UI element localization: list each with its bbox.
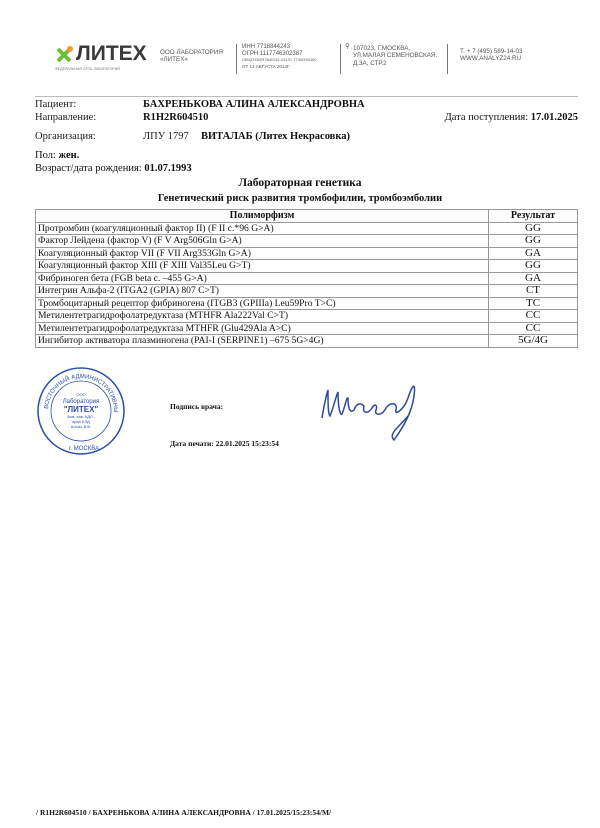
section-title: Лабораторная генетика: [238, 177, 362, 189]
organization-code: ЛПУ 1797: [143, 131, 189, 142]
column-header-result: Результат: [488, 209, 578, 223]
table-row: Ингибитор активатора плазминогена (PAI-I…: [35, 334, 578, 348]
address: 107023, Г.МОСКВА, УЛ.МАЛАЯ СЕМЕНОВСКАЯ, Д.…: [353, 45, 438, 67]
result-cell: TC: [488, 296, 578, 310]
print-date: Дата печати: 22.01.2025 15:23:54: [170, 439, 279, 448]
svg-text:Лаборатория: Лаборатория: [63, 399, 100, 405]
footer-reference: / R1H2R604510 / БАХРЕНЬКОВА АЛИНА АЛЕКСА…: [36, 808, 332, 817]
table-row: Фибриноген бета (FGB beta c. –455 G>A) GA: [35, 271, 578, 285]
results-table: Полиморфизм Результат Протромбин (коагул…: [35, 209, 578, 348]
polymorphism-cell: Метилентетрагидрофолатредуктаза MTHFR (G…: [35, 321, 489, 335]
polymorphism-cell: Фактор Лейдена (фактор V) (F V Arg506Gln…: [35, 234, 489, 248]
patient-label: Пациент:: [35, 99, 77, 110]
table-row: Фактор Лейдена (фактор V) (F V Arg506Gln…: [35, 234, 578, 248]
received-date: Дата поступления: 17.01.2025: [444, 112, 578, 123]
svg-text:Зам. зав. КДЛ -: Зам. зав. КДЛ -: [67, 414, 96, 419]
svg-text:ООО: ООО: [76, 392, 85, 397]
table-header-row: Полиморфизм Результат: [35, 209, 578, 223]
organization-name: ВИТАЛАБ (Литех Некрасовка): [201, 131, 350, 142]
referral-label: Направление:: [35, 112, 97, 123]
result-cell: GA: [488, 246, 578, 260]
table-row: Коагуляционный фактор VII (F VII Arg353G…: [35, 246, 578, 260]
polymorphism-cell: Метилентетрагидрофолатредуктаза (MTHFR A…: [35, 309, 489, 323]
svg-text:Штоко В.В.: Штоко В.В.: [71, 424, 91, 429]
contacts: Т. + 7 (495) 589-14-03 WWW.ANALYZ24.RU: [460, 48, 523, 63]
svg-text:г. МОСКВА: г. МОСКВА: [69, 446, 99, 452]
referral-number: R1H2R604510: [143, 112, 209, 123]
result-cell: GG: [488, 259, 578, 273]
divider: [35, 96, 578, 97]
svg-text:врач КЛД: врач КЛД: [72, 419, 90, 424]
date-of-birth: Возраст/дата рождения: 01.07.1993: [35, 163, 192, 174]
signature-label: Подпись врача:: [170, 402, 224, 411]
polymorphism-cell: Тромбоцитарный рецептор фибриногена (ITG…: [35, 296, 489, 310]
column-header-polymorphism: Полиморфизм: [35, 209, 489, 223]
polymorphism-cell: Интегрин Альфа-2 (ITGA2 (GPIA) 807 C>T): [35, 284, 489, 298]
divider: [447, 44, 448, 74]
polymorphism-cell: Ингибитор активатора плазминогена (PAI-I…: [35, 334, 489, 348]
registration-info: ИНН 7718844243 ОГРН 1117746302387 ЛИЦЕНЗИ…: [242, 44, 317, 69]
stamp-seal: ВОСТОЧНЫЙ АДМИНИСТРАТИВНЫЙ ОКРУГ г. МОСК…: [36, 366, 125, 455]
polymorphism-cell: Коагуляционный фактор XIII (F XIII Val35…: [35, 259, 489, 273]
location-pin-icon: ⚲: [345, 43, 350, 50]
logo-tagline: ФЕДЕРАЛЬНАЯ СЕТЬ ЛАБОРАТОРИЙ: [55, 67, 120, 71]
table-row: Тромбоцитарный рецептор фибриногена (ITG…: [35, 296, 578, 310]
company-name: ООО ЛАБОРАТОРИЯ «ЛИТЕХ»: [160, 49, 223, 64]
doctor-signature: [321, 385, 416, 442]
polymorphism-cell: Коагуляционный фактор VII (F VII Arg353G…: [35, 246, 489, 260]
patient-name: БАХРЕНЬКОВА АЛИНА АЛЕКСАНДРОВНА: [143, 99, 365, 110]
test-title: Генетический риск развития тромбофилии, …: [157, 193, 443, 204]
divider: [340, 44, 341, 74]
result-cell: GA: [488, 271, 578, 285]
result-cell: CC: [488, 321, 578, 335]
result-cell: GG: [488, 234, 578, 248]
polymorphism-cell: Фибриноген бета (FGB beta c. –455 G>A): [35, 271, 489, 285]
sex: Пол: жен.: [35, 150, 80, 161]
table-row: Метилентетрагидрофолатредуктаза (MTHFR A…: [35, 309, 578, 323]
logo-mark-icon: [56, 46, 73, 63]
table-row: Протромбин (коагуляционный фактор II) (F…: [35, 221, 578, 235]
result-cell: CT: [488, 284, 578, 298]
result-cell: 5G/4G: [488, 334, 578, 348]
table-row: Коагуляционный фактор XIII (F XIII Val35…: [35, 259, 578, 273]
result-cell: GG: [488, 221, 578, 235]
result-cell: CC: [488, 309, 578, 323]
organization-label: Организация:: [35, 131, 96, 142]
logo-text: ЛИТЕХ: [76, 42, 147, 65]
divider: [236, 44, 237, 74]
svg-text:"ЛИТЕХ": "ЛИТЕХ": [64, 405, 99, 414]
table-row: Метилентетрагидрофолатредуктаза MTHFR (G…: [35, 321, 578, 335]
polymorphism-cell: Протромбин (коагуляционный фактор II) (F…: [35, 221, 489, 235]
table-row: Интегрин Альфа-2 (ITGA2 (GPIA) 807 C>T) C…: [35, 284, 578, 298]
